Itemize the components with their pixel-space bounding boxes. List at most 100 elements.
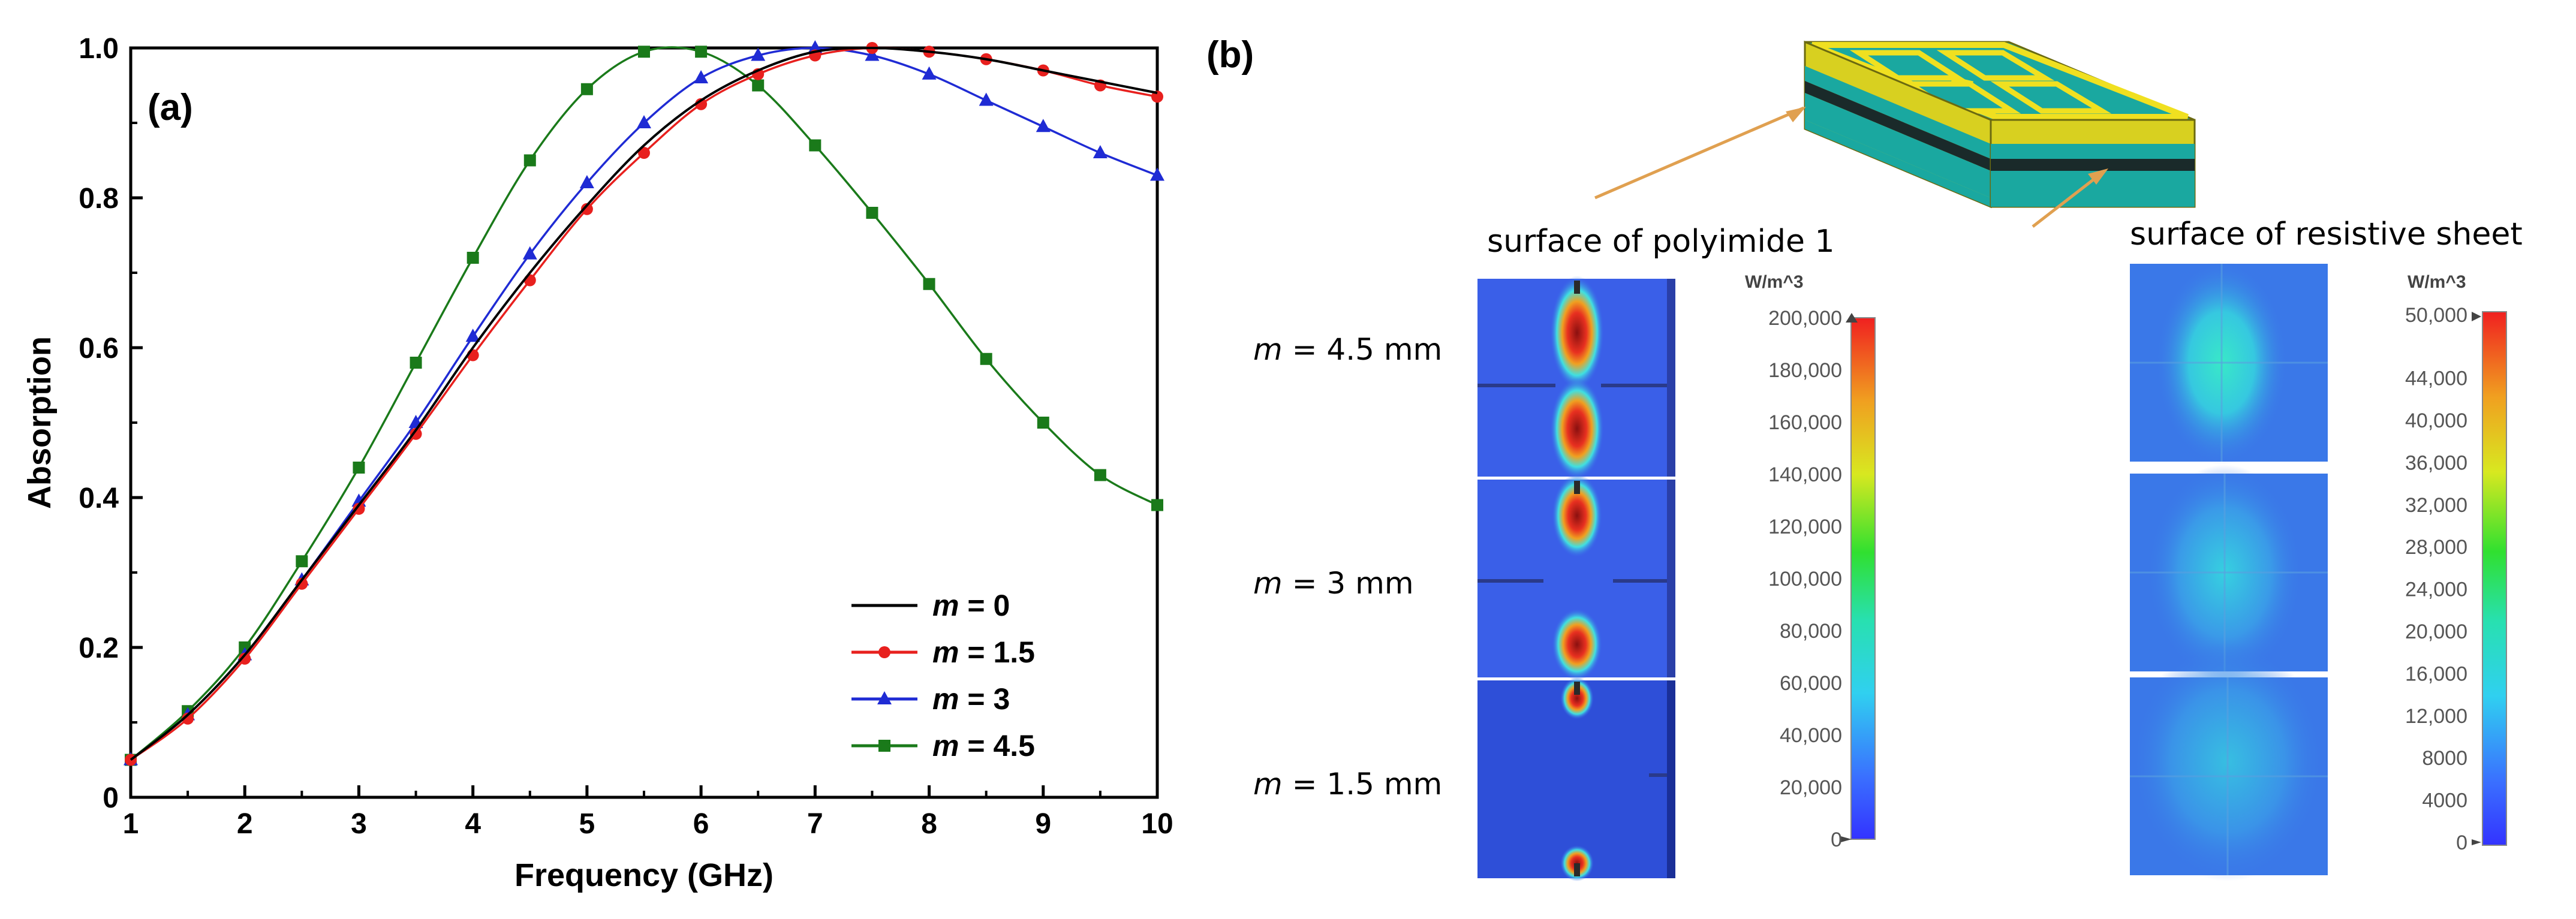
colorbar-tick-label: 40,000 bbox=[2405, 409, 2467, 432]
data-point bbox=[1036, 119, 1051, 132]
data-point bbox=[979, 92, 994, 106]
colorbar-tick-label: 120,000 bbox=[1768, 516, 1842, 538]
colorbar-tick-label: 32,000 bbox=[2405, 494, 2467, 517]
resistive-map-m-3 bbox=[2130, 465, 2328, 680]
colorbar-tick-label: 16,000 bbox=[2405, 662, 2467, 685]
y-tick-label: 0.8 bbox=[79, 183, 119, 215]
colorbar-resistive: W/m^3 50,000 44,000 40,000 36,000 32,000 28,0… bbox=[2405, 272, 2507, 854]
data-point bbox=[695, 46, 708, 58]
data-point bbox=[922, 66, 937, 80]
row-label-m-1-5: m = 1.5 mm bbox=[1253, 767, 1442, 802]
data-point bbox=[410, 357, 422, 369]
colorbar-tick-label: 0 bbox=[2456, 831, 2467, 854]
colorbar-tick-label: 80,000 bbox=[1780, 620, 1842, 643]
data-point bbox=[523, 154, 536, 167]
data-point bbox=[296, 555, 308, 568]
data-point bbox=[1151, 91, 1163, 103]
data-point bbox=[465, 329, 480, 342]
data-point bbox=[580, 203, 593, 215]
row-label-m-3: m = 3 mm bbox=[1253, 566, 1414, 601]
data-point bbox=[353, 462, 365, 474]
x-tick-label: 4 bbox=[465, 808, 481, 840]
y-tick-label: 0.4 bbox=[79, 483, 119, 514]
panel-a-label: (a) bbox=[148, 87, 193, 128]
data-point bbox=[239, 652, 251, 665]
data-point bbox=[410, 427, 422, 440]
colorbar-tick-label: 160,000 bbox=[1768, 411, 1842, 434]
colorbar-tick-label: 20,000 bbox=[2405, 620, 2467, 643]
colorbar-tick-label: 0 bbox=[1831, 828, 1842, 851]
resistive-sheet-surface-title: surface of resistive sheet bbox=[2130, 216, 2523, 252]
data-point bbox=[353, 502, 365, 515]
x-axis-label: Frequency (GHz) bbox=[514, 857, 774, 893]
x-tick-label: 7 bbox=[807, 808, 823, 840]
legend-marker bbox=[878, 740, 890, 752]
polyimide-map-m-3 bbox=[1477, 474, 1675, 680]
data-point bbox=[579, 175, 594, 188]
legend-label: m = 3 bbox=[932, 682, 1010, 716]
panel-b-label: (b) bbox=[1206, 34, 1254, 76]
panel-b: (b) surface of polyimi bbox=[1175, 0, 2576, 916]
colorbar-tick-label: 4000 bbox=[2422, 790, 2467, 812]
colorbar-tick-label: 44,000 bbox=[2405, 367, 2467, 390]
x-tick-label: 8 bbox=[921, 808, 937, 840]
data-point bbox=[296, 577, 308, 590]
data-point bbox=[1094, 469, 1106, 481]
row-label-m-4-5: m = 4.5 mm bbox=[1253, 332, 1442, 367]
data-point bbox=[638, 46, 650, 58]
data-point bbox=[694, 70, 709, 83]
data-point bbox=[751, 47, 766, 61]
resistive-map-m-1-5 bbox=[2130, 641, 2328, 881]
legend-label: m = 1.5 bbox=[932, 635, 1035, 669]
data-point bbox=[1037, 417, 1049, 429]
colorbar-tick-label: 8000 bbox=[2422, 747, 2467, 770]
x-tick-label: 1 bbox=[123, 808, 139, 840]
colorbar-polyimide: W/m^3 200,000 180,000 160,000 140,000 120,00… bbox=[1745, 272, 1876, 851]
y-tick-label: 1.0 bbox=[79, 33, 119, 65]
series-line bbox=[130, 46, 1158, 761]
series-m-0 bbox=[130, 46, 1158, 761]
colorbar-tick-label: 180,000 bbox=[1768, 359, 1842, 382]
y-tick-label: 0.2 bbox=[79, 632, 119, 664]
colorbar-tick-label: 40,000 bbox=[1780, 724, 1842, 747]
chart-legend: m = 0 m = 1.5 m = 3 m = 4.5 bbox=[851, 589, 1035, 763]
data-point bbox=[467, 252, 479, 264]
colorbar-tick-label: 140,000 bbox=[1768, 463, 1842, 486]
colorbar-tick-label: 100,000 bbox=[1768, 568, 1842, 590]
data-point bbox=[182, 712, 194, 725]
data-point bbox=[865, 47, 880, 61]
absorption-chart: 1 2 3 4 5 6 7 8 9 10 0 0.2 0.4 0.6 0.8 1.0 (a) Frequenc… bbox=[22, 33, 1173, 893]
data-point bbox=[523, 274, 536, 287]
legend-label: m = 4.5 bbox=[932, 729, 1035, 763]
x-tick-label: 10 bbox=[1141, 808, 1173, 840]
legend-item: m = 4.5 bbox=[851, 729, 1035, 763]
callout-arrows bbox=[1594, 106, 2108, 228]
loss-density-figure: (b) surface of polyimi bbox=[1206, 34, 2523, 881]
panel-a: 1 2 3 4 5 6 7 8 9 10 0 0.2 0.4 0.6 0.8 1.0 (a) Frequenc… bbox=[0, 0, 1175, 916]
y-tick-label: 0.6 bbox=[79, 333, 119, 364]
data-point bbox=[580, 83, 593, 95]
data-point bbox=[980, 352, 992, 365]
data-point bbox=[1093, 145, 1108, 158]
colorbar-tick-label: 50,000 bbox=[2405, 304, 2467, 327]
data-point bbox=[866, 207, 878, 219]
colorbar-tick-label: 36,000 bbox=[2405, 451, 2467, 474]
data-point bbox=[522, 246, 537, 260]
x-tick-label: 2 bbox=[237, 808, 253, 840]
legend-label: m = 0 bbox=[932, 589, 1010, 622]
colorbar-tick-label: 60,000 bbox=[1780, 672, 1842, 695]
data-point bbox=[809, 139, 821, 152]
data-point bbox=[1150, 167, 1164, 181]
legend-item: m = 0 bbox=[851, 589, 1010, 622]
x-tick-label: 3 bbox=[351, 808, 367, 840]
legend-item: m = 3 bbox=[851, 682, 1010, 716]
x-tick-label: 5 bbox=[579, 808, 595, 840]
x-tick-label: 9 bbox=[1035, 808, 1051, 840]
unit-cell-3d-model bbox=[1804, 40, 2196, 209]
resistive-map-m-4-5 bbox=[2130, 261, 2328, 465]
colorbar-tick-label: 200,000 bbox=[1768, 307, 1842, 330]
legend-marker bbox=[877, 691, 892, 704]
colorbar-resistive-unit: W/m^3 bbox=[2408, 272, 2466, 292]
data-point bbox=[638, 147, 650, 159]
colorbar-tick-label: 20,000 bbox=[1780, 776, 1842, 799]
